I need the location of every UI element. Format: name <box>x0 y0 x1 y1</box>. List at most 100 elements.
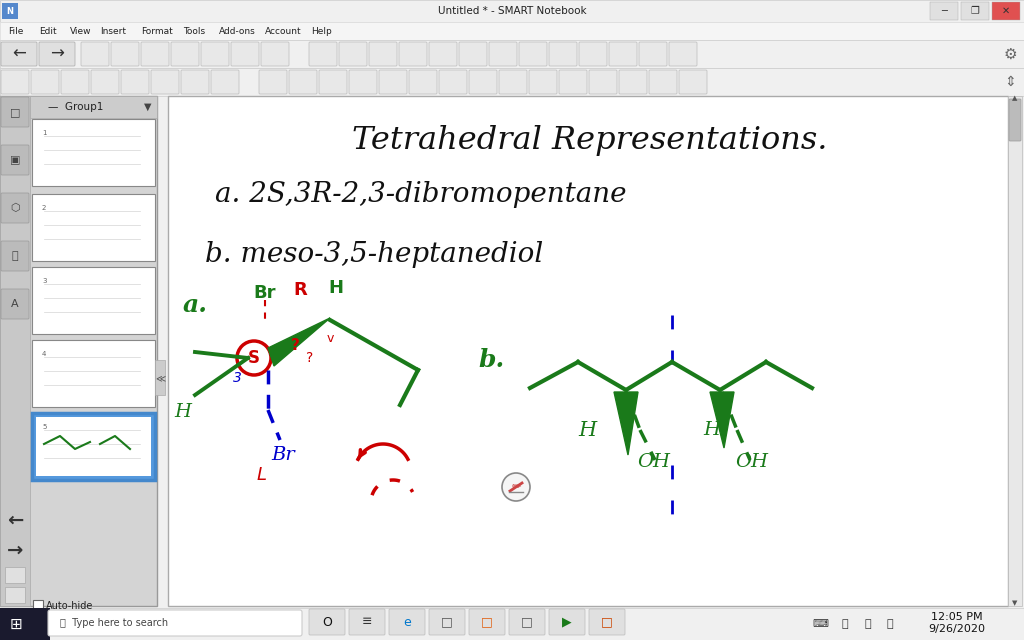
Text: Add-ons: Add-ons <box>219 26 256 35</box>
FancyBboxPatch shape <box>0 22 1024 40</box>
Text: ▶: ▶ <box>562 616 571 628</box>
Text: L: L <box>257 466 267 484</box>
Text: 3: 3 <box>42 278 46 284</box>
Text: H: H <box>174 403 191 421</box>
FancyBboxPatch shape <box>168 96 1008 606</box>
Text: ✏: ✏ <box>511 482 520 492</box>
Text: ▣: ▣ <box>10 155 20 165</box>
FancyBboxPatch shape <box>669 42 697 66</box>
Text: □: □ <box>601 616 613 628</box>
FancyBboxPatch shape <box>0 608 50 640</box>
FancyBboxPatch shape <box>1 241 29 271</box>
FancyBboxPatch shape <box>259 70 287 94</box>
FancyBboxPatch shape <box>32 119 155 186</box>
FancyBboxPatch shape <box>549 42 577 66</box>
FancyBboxPatch shape <box>589 70 617 94</box>
Text: Br: Br <box>254 284 276 302</box>
FancyBboxPatch shape <box>1 97 29 127</box>
FancyBboxPatch shape <box>349 609 385 635</box>
Text: N: N <box>6 6 13 15</box>
Text: ✕: ✕ <box>1001 6 1010 16</box>
FancyBboxPatch shape <box>1 145 29 175</box>
FancyBboxPatch shape <box>589 609 625 635</box>
Text: OH: OH <box>735 453 768 471</box>
FancyBboxPatch shape <box>39 42 75 66</box>
FancyBboxPatch shape <box>469 70 497 94</box>
FancyBboxPatch shape <box>32 340 155 407</box>
FancyBboxPatch shape <box>211 70 239 94</box>
Text: Tools: Tools <box>183 26 205 35</box>
FancyBboxPatch shape <box>379 70 407 94</box>
FancyBboxPatch shape <box>1 193 29 223</box>
FancyBboxPatch shape <box>231 42 259 66</box>
Polygon shape <box>614 392 638 455</box>
Text: e: e <box>403 616 411 628</box>
Text: H: H <box>329 279 343 297</box>
Text: File: File <box>8 26 24 35</box>
FancyBboxPatch shape <box>349 70 377 94</box>
Circle shape <box>502 473 530 501</box>
FancyBboxPatch shape <box>439 70 467 94</box>
FancyBboxPatch shape <box>499 70 527 94</box>
Text: ▼: ▼ <box>1013 600 1018 606</box>
FancyBboxPatch shape <box>339 42 367 66</box>
FancyBboxPatch shape <box>151 70 179 94</box>
FancyBboxPatch shape <box>0 40 1024 68</box>
Text: 3: 3 <box>232 371 242 385</box>
Text: ⊞: ⊞ <box>10 616 23 632</box>
FancyBboxPatch shape <box>33 600 43 610</box>
FancyBboxPatch shape <box>111 42 139 66</box>
FancyBboxPatch shape <box>399 42 427 66</box>
Text: 12:05 PM: 12:05 PM <box>931 612 983 622</box>
Polygon shape <box>268 318 330 366</box>
FancyBboxPatch shape <box>639 42 667 66</box>
FancyBboxPatch shape <box>519 42 547 66</box>
Text: 🔍  Type here to search: 🔍 Type here to search <box>60 618 168 628</box>
Text: ✋: ✋ <box>11 251 18 261</box>
FancyBboxPatch shape <box>509 609 545 635</box>
Text: Auto-hide: Auto-hide <box>46 601 93 611</box>
Text: S: S <box>248 349 260 367</box>
FancyBboxPatch shape <box>81 42 109 66</box>
Text: ←: ← <box>7 511 24 529</box>
Text: 🔊: 🔊 <box>842 619 848 629</box>
FancyBboxPatch shape <box>469 609 505 635</box>
Text: 1: 1 <box>42 130 46 136</box>
Text: ❐: ❐ <box>971 6 979 16</box>
FancyBboxPatch shape <box>309 609 345 635</box>
FancyBboxPatch shape <box>0 0 1024 22</box>
FancyBboxPatch shape <box>409 70 437 94</box>
Text: ⬡: ⬡ <box>10 203 19 213</box>
FancyBboxPatch shape <box>429 42 457 66</box>
FancyBboxPatch shape <box>2 3 18 19</box>
FancyBboxPatch shape <box>559 70 587 94</box>
FancyBboxPatch shape <box>529 70 557 94</box>
FancyBboxPatch shape <box>5 587 25 603</box>
Text: Account: Account <box>265 26 302 35</box>
Text: ≪: ≪ <box>155 373 165 383</box>
FancyBboxPatch shape <box>649 70 677 94</box>
Text: View: View <box>70 26 91 35</box>
FancyBboxPatch shape <box>30 96 157 118</box>
FancyBboxPatch shape <box>0 608 1024 640</box>
FancyBboxPatch shape <box>992 2 1020 20</box>
FancyBboxPatch shape <box>1 70 29 94</box>
Text: Untitled * - SMART Notebook: Untitled * - SMART Notebook <box>437 6 587 16</box>
Text: ⇕: ⇕ <box>1005 75 1016 89</box>
Text: Insert: Insert <box>100 26 126 35</box>
FancyBboxPatch shape <box>549 609 585 635</box>
Text: —  Group1: — Group1 <box>48 102 103 112</box>
Text: 9/26/2020: 9/26/2020 <box>929 624 985 634</box>
FancyBboxPatch shape <box>961 2 989 20</box>
Text: b. meso-3,5-heptanediol: b. meso-3,5-heptanediol <box>205 241 544 269</box>
Text: ←: ← <box>12 45 26 63</box>
FancyBboxPatch shape <box>36 271 151 330</box>
FancyBboxPatch shape <box>36 123 151 182</box>
Text: □: □ <box>441 616 453 628</box>
Polygon shape <box>710 392 734 448</box>
Text: Br: Br <box>271 446 295 464</box>
Text: b.: b. <box>478 348 504 372</box>
Text: ?: ? <box>291 337 299 353</box>
Text: ▼: ▼ <box>144 102 152 112</box>
Text: □: □ <box>521 616 532 628</box>
